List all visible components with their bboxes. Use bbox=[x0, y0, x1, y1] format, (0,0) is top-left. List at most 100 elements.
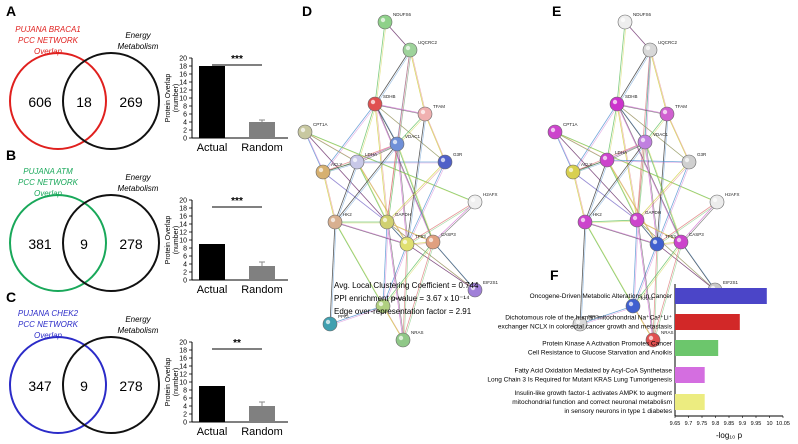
x-tick-label: Actual bbox=[197, 142, 228, 154]
venn-right-circle bbox=[62, 194, 160, 292]
node-highlight bbox=[602, 155, 608, 161]
network-edge bbox=[408, 244, 477, 292]
network-edge bbox=[617, 50, 652, 106]
network-edge bbox=[336, 222, 409, 246]
network-edge bbox=[636, 219, 682, 243]
network-node-acly bbox=[565, 164, 581, 180]
network-edge bbox=[579, 221, 586, 325]
network-edge bbox=[667, 114, 691, 164]
network-node-label: NDUFS6 bbox=[393, 12, 411, 17]
node-highlight bbox=[550, 127, 556, 133]
enrichment-term-label: Dichotomous role of the human mitochondr… bbox=[505, 315, 672, 322]
network-stat-ppi: PPI enrichment p-value = 3.67 x 10⁻¹⁴ bbox=[334, 294, 470, 303]
network-edge bbox=[644, 141, 682, 243]
enrichment-term-label: in sensory neurons in type 1 diabetes bbox=[564, 408, 672, 415]
network-edge bbox=[387, 144, 399, 224]
ppi-network-e: NDUFS6 UQCRC2 SDHB TFAM CPT1A ACLY LDHA VDAC1 G3… bbox=[547, 12, 740, 348]
network-edge bbox=[330, 222, 337, 326]
y-tick-label: 8 bbox=[183, 388, 187, 395]
network-node-label: PPIG bbox=[338, 314, 349, 319]
network-edge bbox=[607, 160, 659, 246]
network-edge bbox=[585, 142, 647, 224]
network-edge bbox=[617, 104, 639, 222]
y-tick-label: 10 bbox=[179, 238, 187, 245]
network-edge bbox=[585, 222, 635, 308]
network-node-label: PPIG bbox=[588, 314, 599, 319]
network-edge bbox=[606, 159, 638, 221]
network-node-gapdh bbox=[379, 214, 395, 230]
y-axis-label: Protein Overlap(number) bbox=[165, 216, 180, 265]
ppi-network-d: NDUFS6 UQCRC2 SDHB TFAM CPT1A ACLY LDHA VDAC1 G3… bbox=[297, 12, 499, 348]
network-edge bbox=[616, 49, 651, 105]
network-node-gapdh bbox=[629, 212, 645, 228]
x-tick-label: 9.8 bbox=[712, 421, 720, 427]
network-edge bbox=[386, 143, 398, 223]
bar-random bbox=[249, 122, 275, 138]
y-tick-label: 14 bbox=[179, 364, 187, 371]
network-edge bbox=[616, 103, 668, 115]
node-highlight bbox=[318, 167, 324, 173]
network-edge bbox=[618, 104, 691, 164]
panel-letter-e: E bbox=[552, 3, 561, 19]
node-highlight bbox=[300, 127, 306, 133]
network-edge bbox=[387, 162, 447, 224]
bar-actual bbox=[199, 386, 225, 422]
network-edge bbox=[617, 22, 627, 106]
network-edge bbox=[329, 305, 384, 325]
network-edge bbox=[410, 50, 427, 116]
node-highlight bbox=[652, 239, 658, 245]
enrichment-term-label: Insulin-like growth factor-1 activates A… bbox=[514, 390, 672, 397]
network-edge bbox=[356, 143, 398, 163]
network-edge bbox=[375, 50, 412, 106]
network-edge bbox=[608, 160, 691, 164]
y-tick-label: 12 bbox=[179, 88, 187, 95]
network-edge bbox=[407, 114, 427, 246]
venn-left-label: Overlap bbox=[34, 331, 63, 340]
venn-left-circle bbox=[9, 194, 107, 292]
network-edge bbox=[636, 219, 654, 341]
network-edge bbox=[579, 305, 634, 325]
network-node-ndufs6 bbox=[377, 14, 393, 30]
network-node-label: LDHA bbox=[615, 150, 627, 155]
network-edge bbox=[409, 49, 426, 115]
network-node-tp53 bbox=[399, 236, 415, 252]
network-edge bbox=[584, 221, 658, 245]
network-edge bbox=[356, 103, 376, 163]
venn-left-circle bbox=[9, 52, 107, 150]
network-node-h2afx bbox=[467, 194, 483, 210]
node-highlight bbox=[380, 17, 386, 23]
node-highlight bbox=[628, 301, 634, 307]
venn-left-circle bbox=[9, 336, 107, 434]
x-tick-label: Random bbox=[241, 426, 283, 438]
network-edge bbox=[681, 202, 719, 244]
panel-letter-c: C bbox=[6, 289, 16, 305]
y-tick-label: 14 bbox=[179, 222, 187, 229]
network-edge bbox=[357, 104, 377, 164]
venn-diagram-chek2: PUJANA CHEK2 PCC NETWORK Overlap Energy Meta… bbox=[9, 309, 160, 434]
node-highlight bbox=[676, 237, 682, 243]
network-edge bbox=[356, 161, 388, 223]
network-edge bbox=[376, 104, 447, 164]
venn-right-count: 278 bbox=[119, 378, 143, 394]
network-edge bbox=[406, 161, 446, 245]
network-edge bbox=[645, 50, 652, 144]
x-tick-label: Actual bbox=[197, 284, 228, 296]
network-edge bbox=[408, 202, 477, 246]
network-edge bbox=[580, 222, 587, 326]
network-edge bbox=[306, 132, 477, 204]
enrichment-bar bbox=[675, 288, 767, 304]
network-edge bbox=[658, 202, 719, 246]
y-tick-label: 20 bbox=[179, 56, 187, 63]
y-tick-label: 18 bbox=[179, 348, 187, 355]
network-edge bbox=[680, 241, 716, 291]
venn-left-label: PUJANA CHEK2 bbox=[18, 309, 79, 318]
network-edge bbox=[356, 161, 408, 245]
venn-right-label: Energy bbox=[125, 173, 151, 182]
network-edge bbox=[386, 161, 446, 223]
venn-right-circle bbox=[62, 336, 160, 434]
enrichment-term-label: Cell Resistance to Glucose Starvation an… bbox=[528, 350, 673, 357]
node-highlight bbox=[382, 217, 388, 223]
bar-actual bbox=[199, 66, 225, 138]
